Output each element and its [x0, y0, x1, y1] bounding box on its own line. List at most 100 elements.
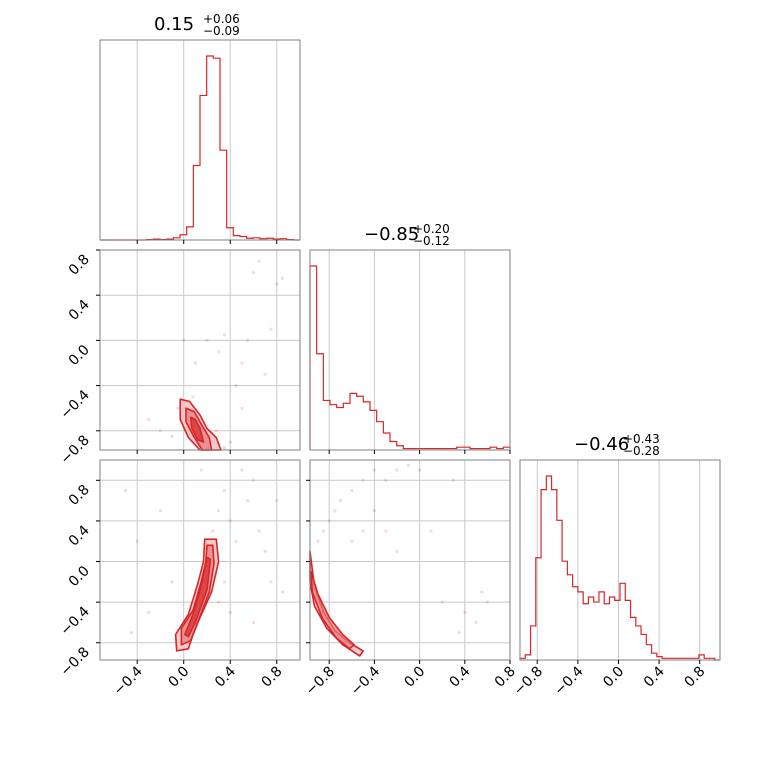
scatter-point-2-0: [217, 600, 221, 604]
histogram-param-3: [519, 475, 720, 661]
scatter-point-2-0: [280, 590, 285, 594]
scatter-point-1-0: [246, 338, 250, 342]
scatter-point-2-0: [129, 630, 133, 635]
scatter-point-1-0: [263, 372, 267, 376]
scatter-point-1-0: [222, 446, 227, 450]
scatter-point-2-0: [135, 539, 139, 543]
scatter-point-2-0: [217, 509, 221, 513]
scatter-point-2-0: [251, 620, 256, 625]
scatter-point-2-1: [395, 549, 399, 553]
x-tick-label-2: −0.4: [551, 663, 586, 698]
x-tick-label-2: 0.4: [641, 663, 668, 690]
y-tick-label-1: −0.4: [57, 387, 92, 422]
x-tick-label-1: −0.8: [303, 664, 338, 699]
scatter-point-2-0: [158, 509, 163, 513]
title-plus-1: +0.06: [203, 12, 240, 26]
scatter-point-2-0: [211, 529, 215, 533]
y-tick-label-1: −0.8: [57, 432, 92, 467]
title-param-3: −0.46: [574, 434, 629, 455]
scatter-point-2-1: [429, 529, 433, 533]
title-median-1: 0.15: [154, 14, 194, 35]
scatter-point-2-0: [228, 519, 232, 523]
frame-layer: [96, 39, 721, 664]
scatter-point-2-1: [384, 529, 388, 533]
panel-frame-1-0: [99, 249, 301, 451]
y-tick-label-2: 0.4: [66, 522, 93, 549]
scatter-point-2-1: [474, 620, 478, 625]
scatter-point-2-0: [251, 478, 256, 482]
scatter-point-2-0: [275, 499, 279, 503]
x-tick-label-2: 0.0: [600, 664, 627, 691]
title-minus-3: −0.28: [623, 444, 660, 458]
scatter-point-2-0: [234, 539, 238, 543]
title-param-1: 0.15: [154, 14, 194, 35]
scatter-point-2-1: [406, 463, 410, 467]
panel-frame-2-0: [99, 459, 301, 661]
grid-layer: [100, 40, 701, 660]
scatter-point-2-1: [361, 529, 365, 533]
panel-frame-1-1: [309, 249, 511, 451]
scatter-point-2-1: [327, 519, 331, 523]
scatter-point-1-0: [193, 361, 197, 365]
scatter-point-1-0: [158, 429, 163, 433]
contour-2-1-level-2: [310, 570, 355, 650]
scatter-point-1-0: [240, 406, 244, 410]
scatter-point-2-1: [372, 509, 377, 513]
scatter-point-2-1: [451, 478, 456, 482]
scatter-point-2-1: [361, 478, 365, 482]
scatter-point-1-0: [222, 333, 227, 337]
panel-frame-0-0: [99, 39, 301, 241]
y-tick-label-2: −0.8: [57, 644, 92, 679]
scatter-point-1-0: [240, 361, 244, 365]
scatter-point-2-0: [269, 580, 273, 584]
scatter-point-1-0: [147, 417, 151, 422]
scatter-point-2-1: [480, 590, 484, 594]
scatter-point-2-1: [350, 539, 354, 543]
scatter-point-2-0: [257, 529, 261, 533]
scatter-point-2-0: [147, 610, 151, 614]
scatter-point-2-1: [440, 600, 444, 604]
scatter-point-1-0: [275, 282, 279, 286]
scatter-point-1-0: [257, 259, 261, 263]
scatter-point-1-0: [191, 395, 195, 399]
scatter-point-2-1: [457, 630, 461, 635]
scatter-point-2-0: [199, 468, 203, 472]
scatter-point-1-0: [205, 338, 209, 342]
scatter-point-2-0: [246, 499, 250, 503]
title-minus-2: −0.12: [413, 234, 450, 248]
scatter-point-2-1: [333, 509, 337, 513]
title-median-2: −0.85: [364, 224, 419, 245]
scatter-point-1-0: [269, 327, 273, 331]
scatter-point-1-0: [182, 338, 186, 342]
scatter-point-1-0: [251, 270, 256, 275]
x-tick-label-1: 0.0: [401, 664, 428, 691]
scatter-point-1-0: [280, 276, 285, 280]
scatter-point-1-0: [228, 440, 232, 444]
x-tick-label-1: 0.4: [447, 663, 474, 690]
y-tick-label-1: 0.0: [66, 342, 93, 369]
scatter-point-1-0: [234, 383, 238, 388]
y-tick-label-2: 0.0: [66, 563, 93, 590]
scatter-point-1-0: [176, 406, 180, 410]
scatter-point-2-0: [240, 468, 244, 472]
scatter-point-2-1: [350, 488, 354, 493]
y-tick-label-1: 0.4: [66, 297, 93, 324]
x-tick-label-0: 0.4: [212, 663, 239, 690]
scatter-point-2-1: [316, 539, 320, 543]
scatter-point-2-0: [222, 580, 227, 584]
scatter-point-2-1: [418, 468, 422, 472]
scatter-point-2-0: [170, 580, 174, 584]
panel-frame-2-2: [519, 459, 721, 661]
x-tick-label-0: 0.0: [165, 664, 192, 691]
data-layer: [100, 55, 720, 661]
contour-2-0-level-3: [184, 556, 212, 638]
scatter-point-2-1: [338, 499, 343, 503]
label-layer: 0.15 +0.06−0.09−0.85+0.20−0.12−0.46+0.43−…: [57, 12, 708, 699]
y-tick-label-2: 0.8: [66, 482, 93, 509]
y-tick-label-2: −0.4: [57, 604, 92, 639]
panel-frame-2-1: [309, 459, 511, 661]
scatter-point-2-0: [123, 488, 128, 493]
title-median-3: −0.46: [574, 434, 629, 455]
scatter-point-2-0: [228, 610, 232, 614]
